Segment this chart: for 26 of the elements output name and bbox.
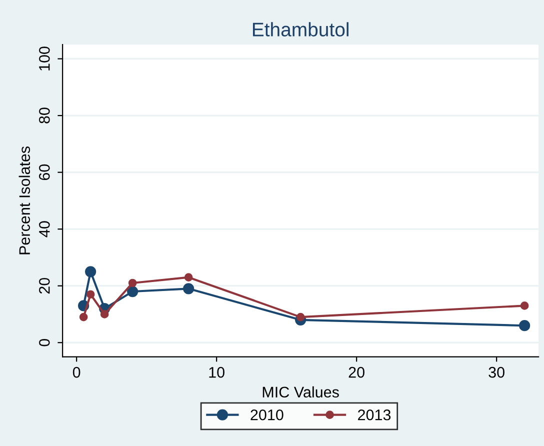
point bbox=[519, 320, 530, 332]
y-tick-label: 0 bbox=[39, 338, 50, 346]
y-axis-title: Percent Isolates bbox=[18, 146, 30, 254]
point bbox=[296, 312, 305, 322]
chart-title: Ethambutol bbox=[252, 22, 348, 36]
point bbox=[183, 283, 194, 294]
legend-label: 2010 bbox=[250, 409, 284, 420]
legend-label: 2013 bbox=[358, 409, 391, 420]
point bbox=[85, 266, 96, 278]
point bbox=[79, 312, 88, 322]
y-tick-label: 100 bbox=[39, 46, 50, 70]
x-axis-title: MIC Values bbox=[262, 386, 339, 398]
point bbox=[86, 290, 95, 299]
point bbox=[184, 273, 193, 282]
x-tick-label: 0 bbox=[72, 366, 80, 378]
point bbox=[127, 286, 138, 298]
x-tick-label: 20 bbox=[348, 366, 364, 378]
x-tick-label: 10 bbox=[209, 366, 224, 378]
y-tick-label: 60 bbox=[39, 164, 50, 180]
x-tick-label: 30 bbox=[488, 366, 504, 378]
point bbox=[128, 278, 137, 288]
y-tick-label: 20 bbox=[39, 278, 50, 294]
y-tick-label: 80 bbox=[39, 108, 50, 124]
point bbox=[520, 302, 529, 310]
point bbox=[100, 310, 109, 318]
y-tick-label: 40 bbox=[39, 221, 50, 238]
